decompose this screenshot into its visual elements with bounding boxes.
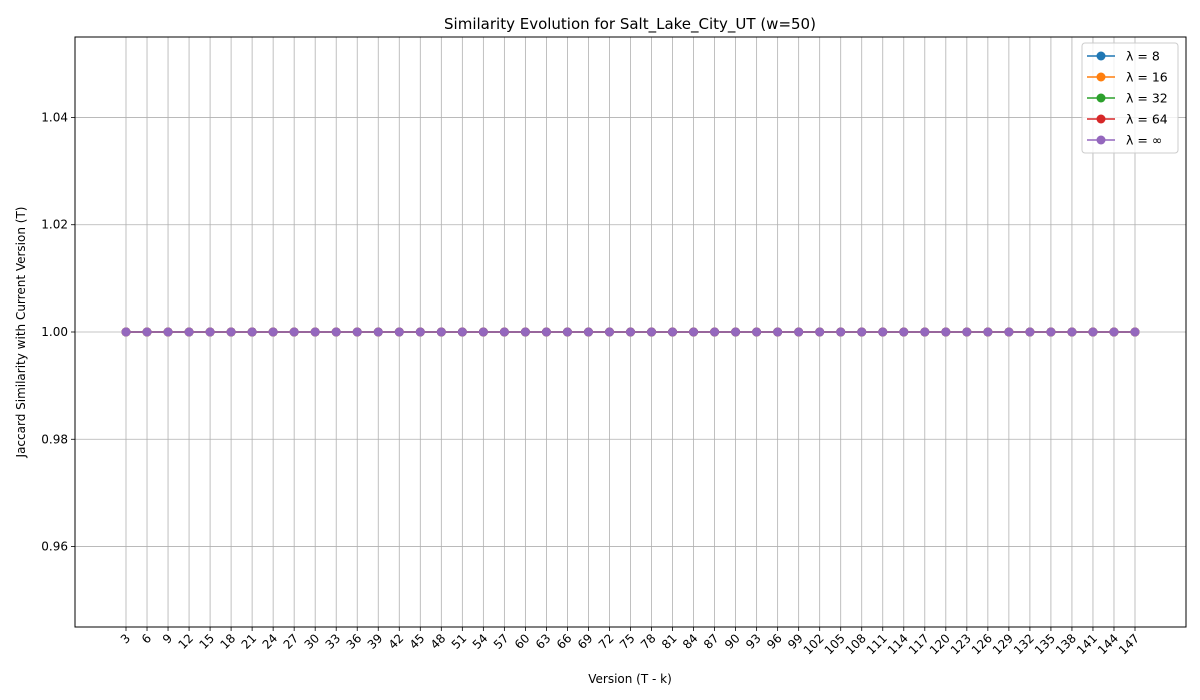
legend-marker	[1096, 51, 1106, 61]
data-point	[184, 327, 194, 337]
data-point	[268, 327, 278, 337]
data-point	[815, 327, 825, 337]
y-tick-label: 0.98	[41, 432, 68, 446]
data-point	[710, 327, 720, 337]
data-point	[205, 327, 215, 337]
data-point	[373, 327, 383, 337]
data-point	[920, 327, 930, 337]
data-point	[794, 327, 804, 337]
legend-marker	[1096, 114, 1106, 124]
data-point	[878, 327, 888, 337]
data-point	[626, 327, 635, 337]
data-point	[1088, 327, 1098, 337]
data-point	[142, 327, 152, 337]
data-point	[541, 327, 551, 337]
data-point	[478, 327, 488, 337]
legend-label: λ = 16	[1126, 70, 1168, 85]
plot-frame	[74, 36, 1187, 628]
data-point	[226, 327, 236, 337]
data-point	[668, 327, 678, 337]
data-point	[436, 327, 446, 337]
legend-marker	[1096, 135, 1106, 145]
data-point	[689, 327, 699, 337]
x-axis-label: Version (T - k)	[588, 672, 672, 686]
legend-label: λ = 64	[1126, 112, 1168, 127]
data-point	[1130, 327, 1140, 337]
legend-label: λ = 8	[1126, 49, 1160, 64]
data-point	[415, 327, 425, 337]
legend-entry: λ = 8	[1087, 49, 1160, 64]
data-point	[941, 327, 951, 337]
y-tick-label: 1.00	[41, 325, 68, 339]
data-point	[752, 327, 762, 337]
data-point	[562, 327, 572, 337]
data-point	[583, 327, 593, 337]
data-point	[1067, 327, 1077, 337]
data-point	[331, 327, 341, 337]
data-point	[457, 327, 467, 337]
data-point	[731, 327, 741, 337]
data-point	[983, 327, 993, 337]
data-point	[499, 327, 509, 337]
chart-title: Similarity Evolution for Salt_Lake_City_…	[444, 15, 816, 34]
legend-entry: λ = 16	[1087, 70, 1168, 85]
data-point	[857, 327, 867, 337]
data-point	[899, 327, 909, 337]
data-point	[1025, 327, 1035, 337]
legend-marker	[1096, 72, 1106, 82]
data-point	[1004, 327, 1014, 337]
legend-label: λ = ∞	[1126, 133, 1162, 148]
legend: λ = 8 λ = 16 λ = 32 λ = 64 λ = ∞	[1081, 42, 1179, 154]
legend-label: λ = 32	[1126, 91, 1168, 106]
data-point	[962, 327, 972, 337]
legend-box	[1081, 42, 1179, 154]
data-point	[121, 327, 131, 337]
data-point	[1046, 327, 1056, 337]
data-point	[836, 327, 846, 337]
data-point	[163, 327, 173, 337]
legend-marker	[1096, 93, 1106, 103]
legend-entry: λ = ∞	[1087, 133, 1162, 148]
data-point	[289, 327, 299, 337]
y-tick-label: 1.04	[41, 110, 68, 124]
data-point	[520, 327, 530, 337]
y-tick-label: 1.02	[41, 218, 68, 232]
data-point	[1109, 327, 1119, 337]
y-tick-label: 0.96	[41, 540, 68, 554]
data-point	[247, 327, 257, 337]
legend-entry: λ = 32	[1087, 91, 1168, 106]
series-5	[121, 327, 1140, 337]
data-series	[121, 327, 1140, 337]
legend-entry: λ = 64	[1087, 112, 1168, 127]
data-point	[394, 327, 404, 337]
data-point	[604, 327, 614, 337]
data-point	[773, 327, 783, 337]
y-axis-label: Jaccard Similarity with Current Version …	[14, 207, 28, 459]
data-point	[647, 327, 657, 337]
data-point	[352, 327, 362, 337]
data-point	[310, 327, 320, 337]
